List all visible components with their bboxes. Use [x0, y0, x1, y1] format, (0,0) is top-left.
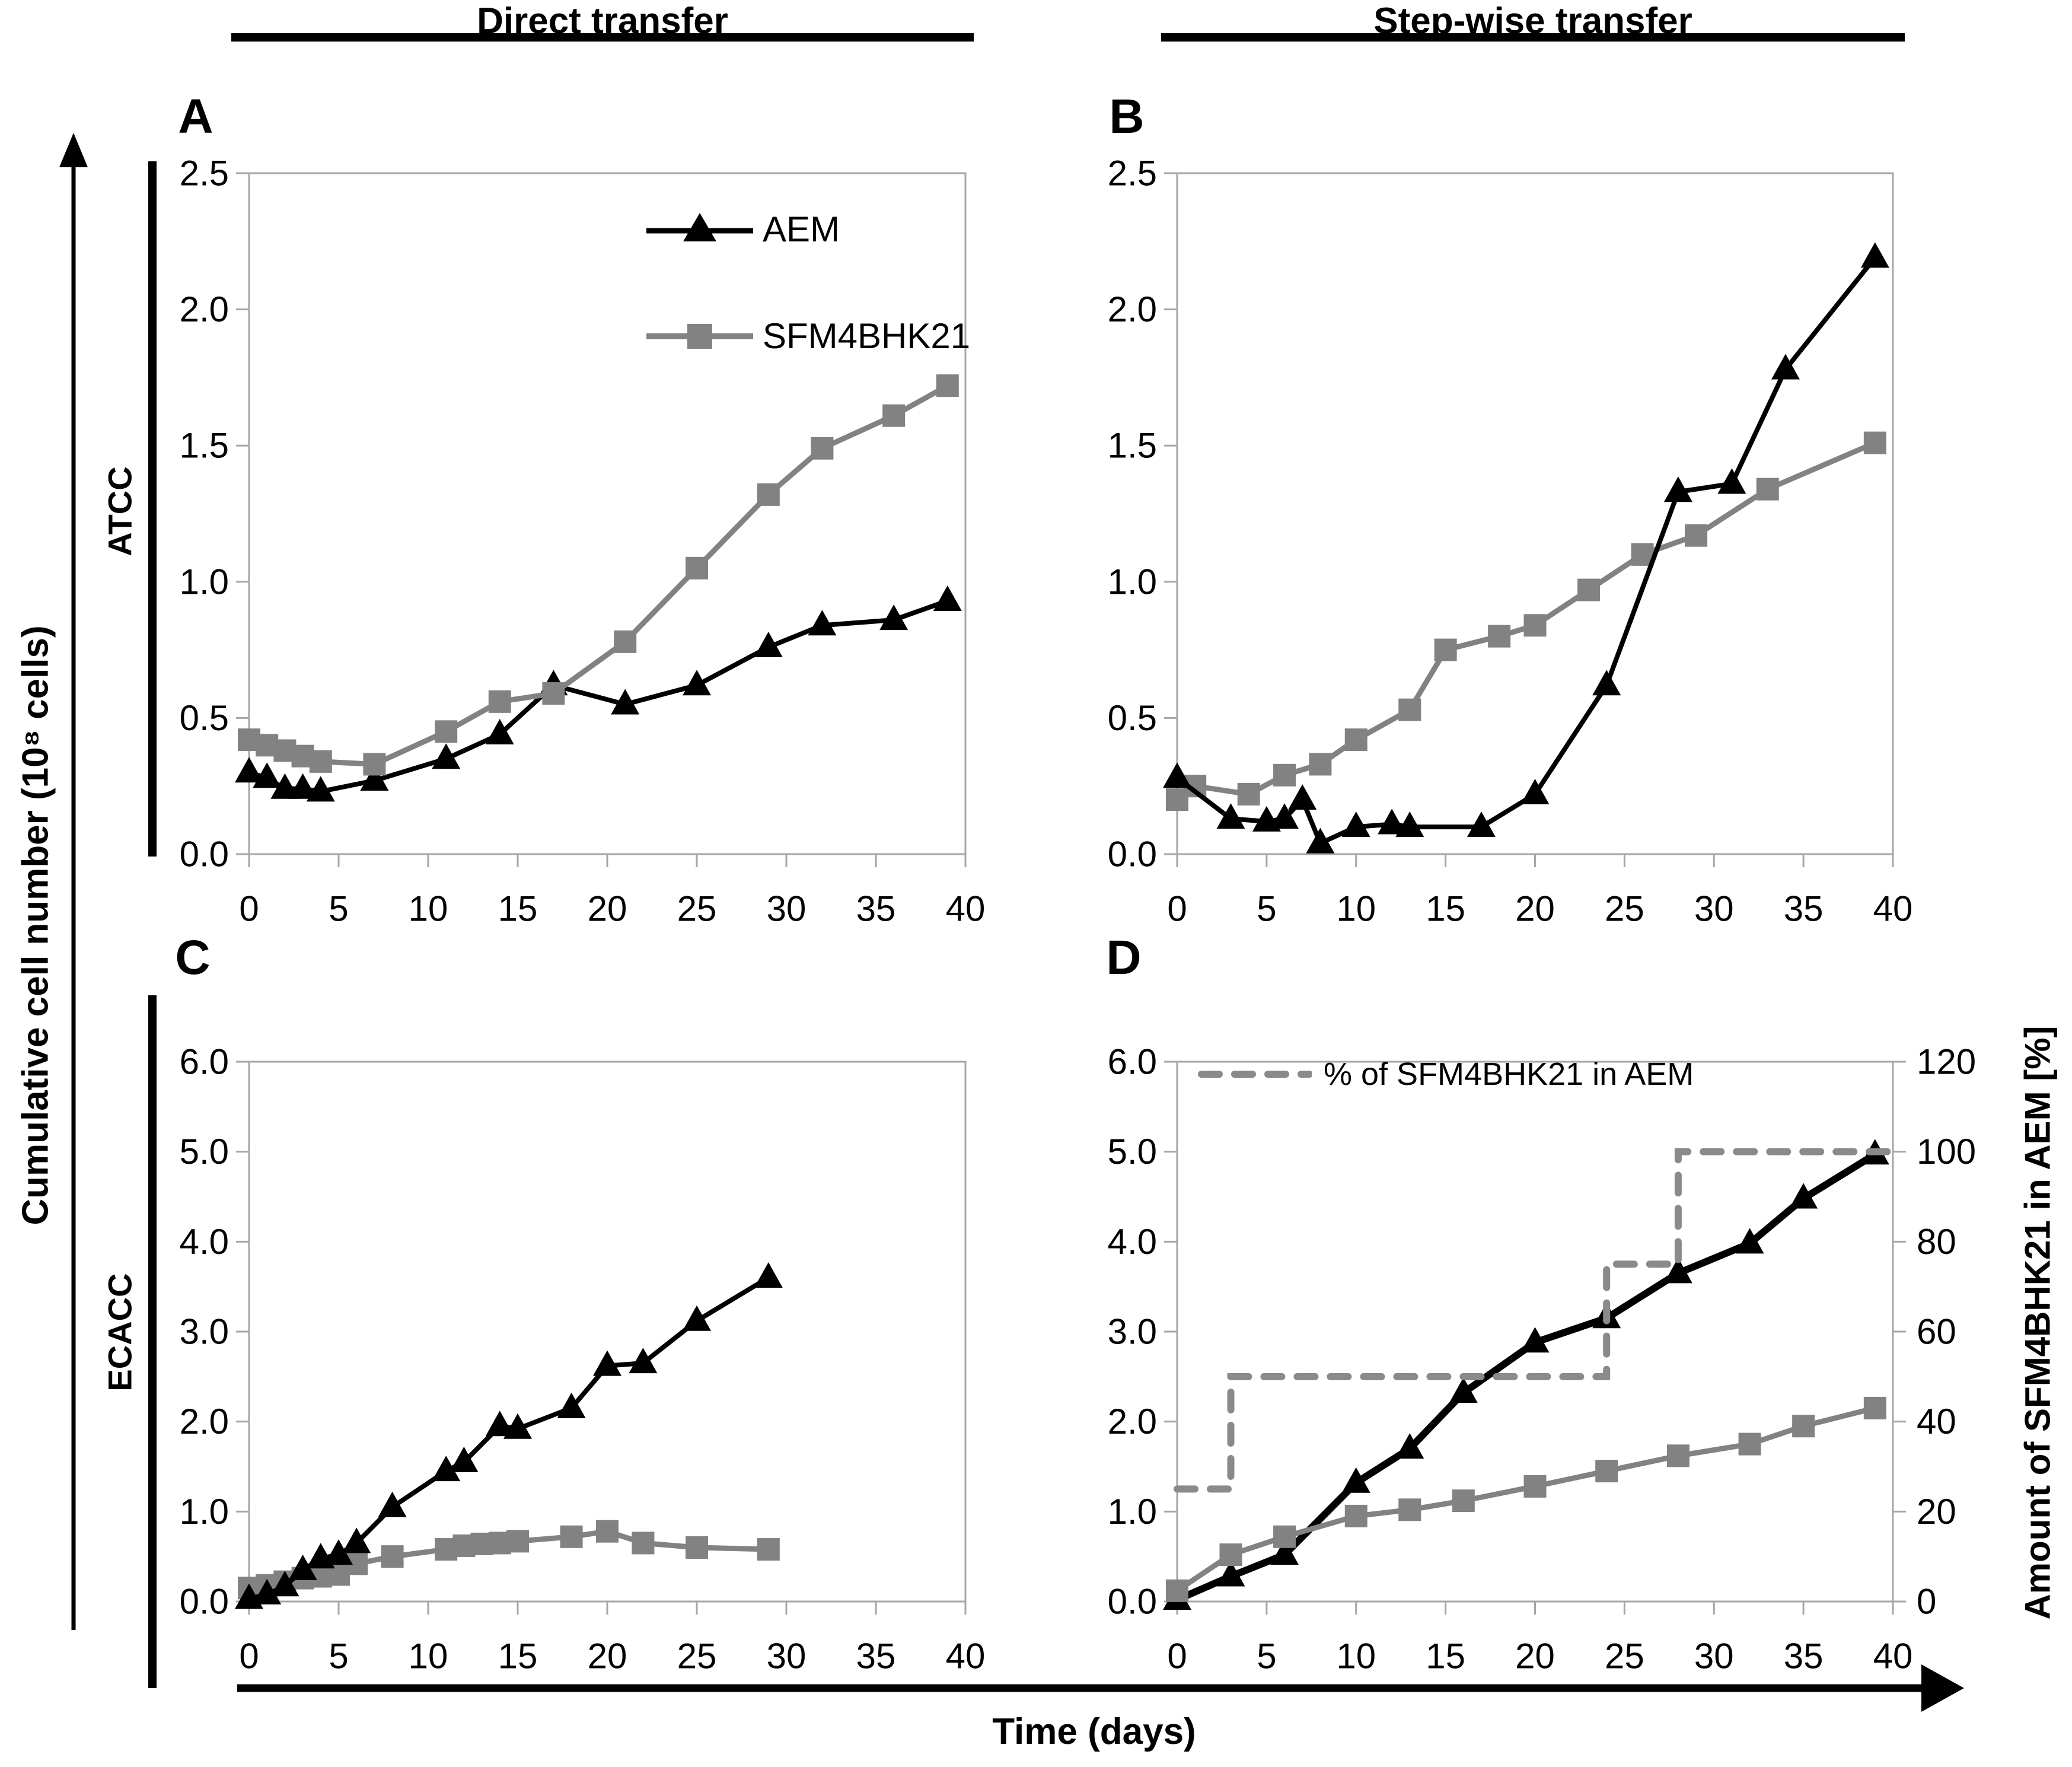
svg-text:15: 15 — [1426, 889, 1465, 929]
svg-text:40: 40 — [1917, 1402, 1956, 1441]
svg-text:5: 5 — [1257, 889, 1276, 929]
svg-text:0: 0 — [239, 1637, 259, 1676]
svg-text:60: 60 — [1917, 1312, 1956, 1352]
legend-sfm-label: SFM4BHK21 — [763, 316, 971, 356]
svg-text:15: 15 — [498, 889, 538, 929]
svg-text:6.0: 6.0 — [1108, 1042, 1157, 1082]
svg-text:30: 30 — [1694, 889, 1734, 929]
svg-text:5: 5 — [329, 1637, 348, 1676]
direct-transfer-underline — [231, 33, 974, 42]
svg-text:0: 0 — [239, 889, 259, 929]
svg-text:2.0: 2.0 — [180, 1402, 229, 1441]
svg-text:2.5: 2.5 — [1108, 154, 1157, 193]
svg-text:20: 20 — [588, 1637, 627, 1676]
atcc-axis-bar — [148, 161, 157, 857]
svg-text:25: 25 — [1605, 1637, 1644, 1676]
svg-text:35: 35 — [856, 1637, 896, 1676]
svg-text:40: 40 — [946, 1637, 986, 1676]
secondary-y-axis-title: Amount of SFM4BHK21 in AEM [%] — [2017, 1026, 2058, 1620]
svg-text:30: 30 — [767, 889, 807, 929]
svg-text:0.0: 0.0 — [1108, 835, 1157, 874]
svg-text:2.5: 2.5 — [180, 154, 229, 193]
legend-pct-marker — [1198, 1071, 1312, 1078]
row-label-atcc: ATCC — [101, 466, 139, 556]
svg-text:25: 25 — [1605, 889, 1644, 929]
svg-text:35: 35 — [1784, 1637, 1824, 1676]
svg-text:120: 120 — [1917, 1042, 1976, 1082]
y-axis-title: Cumulative cell number (10⁸ cells) — [15, 625, 56, 1225]
svg-text:1.0: 1.0 — [1108, 1492, 1157, 1532]
svg-text:15: 15 — [498, 1637, 538, 1676]
time-axis-arrow — [237, 1664, 1964, 1712]
svg-text:10: 10 — [1336, 1637, 1376, 1676]
ecacc-axis-bar — [148, 995, 157, 1688]
svg-text:80: 80 — [1917, 1222, 1956, 1262]
svg-text:0.0: 0.0 — [180, 1582, 229, 1622]
panel-d-label: D — [1106, 931, 1142, 985]
row-label-ecacc: ECACC — [101, 1273, 139, 1392]
svg-text:15: 15 — [1426, 1637, 1465, 1676]
panel-b-label: B — [1109, 90, 1145, 144]
svg-text:3.0: 3.0 — [180, 1312, 229, 1352]
svg-text:4.0: 4.0 — [1108, 1222, 1157, 1262]
svg-text:0.5: 0.5 — [1108, 698, 1157, 738]
svg-text:25: 25 — [677, 1637, 717, 1676]
svg-text:2.0: 2.0 — [1108, 289, 1157, 329]
svg-text:100: 100 — [1917, 1132, 1976, 1171]
svg-text:0: 0 — [1917, 1582, 1936, 1622]
svg-text:0.5: 0.5 — [180, 698, 229, 738]
svg-text:25: 25 — [677, 889, 717, 929]
legend-sfm-marker — [646, 324, 753, 349]
svg-text:0.0: 0.0 — [1108, 1582, 1157, 1622]
svg-text:1.0: 1.0 — [1108, 562, 1157, 601]
svg-text:30: 30 — [1694, 1637, 1734, 1676]
svg-text:2.0: 2.0 — [1108, 1402, 1157, 1441]
svg-text:1.5: 1.5 — [1108, 426, 1157, 466]
svg-text:5: 5 — [329, 889, 348, 929]
svg-text:40: 40 — [1873, 1637, 1913, 1676]
svg-text:5.0: 5.0 — [1108, 1132, 1157, 1171]
svg-text:10: 10 — [409, 889, 448, 929]
svg-text:1.0: 1.0 — [180, 1492, 229, 1532]
svg-text:35: 35 — [1784, 889, 1824, 929]
svg-text:0: 0 — [1167, 1637, 1187, 1676]
svg-text:1.0: 1.0 — [180, 562, 229, 601]
svg-text:0.0: 0.0 — [180, 835, 229, 874]
column-header-stepwise-transfer: Step-wise transfer — [1373, 1, 1692, 42]
svg-text:30: 30 — [767, 1637, 807, 1676]
y-axis-arrow — [59, 133, 88, 1630]
panel-a-label: A — [178, 90, 213, 144]
svg-text:40: 40 — [1873, 889, 1913, 929]
svg-text:35: 35 — [856, 889, 896, 929]
column-header-direct-transfer: Direct transfer — [477, 1, 728, 42]
panel-c-label: C — [175, 931, 211, 985]
svg-text:10: 10 — [1336, 889, 1376, 929]
svg-text:2.0: 2.0 — [180, 289, 229, 329]
svg-text:3.0: 3.0 — [1108, 1312, 1157, 1352]
svg-text:1.5: 1.5 — [180, 426, 229, 466]
svg-text:5.0: 5.0 — [180, 1132, 229, 1171]
svg-text:4.0: 4.0 — [180, 1222, 229, 1262]
svg-text:20: 20 — [1917, 1492, 1956, 1532]
svg-text:0: 0 — [1167, 889, 1187, 929]
svg-text:10: 10 — [409, 1637, 448, 1676]
svg-text:5: 5 — [1257, 1637, 1276, 1676]
svg-text:6.0: 6.0 — [180, 1042, 229, 1082]
legend-pct-label: % of SFM4BHK21 in AEM — [1324, 1056, 1694, 1092]
legend-aem-label: AEM — [763, 209, 840, 249]
stepwise-transfer-underline — [1161, 33, 1905, 42]
legend-aem-marker — [646, 213, 753, 241]
svg-text:20: 20 — [588, 889, 627, 929]
x-axis-title: Time (days) — [992, 1711, 1196, 1752]
svg-text:20: 20 — [1515, 889, 1555, 929]
svg-text:40: 40 — [946, 889, 986, 929]
svg-text:20: 20 — [1515, 1637, 1555, 1676]
